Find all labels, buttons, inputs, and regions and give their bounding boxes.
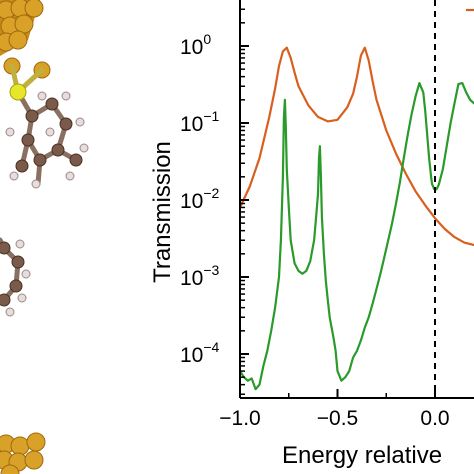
series-line-2	[240, 82, 474, 391]
y-tick-label: 10−2	[180, 185, 220, 213]
y-tick-exponent: −3	[203, 262, 219, 278]
hydrogen-atom	[37, 91, 47, 101]
x-tick-label: −1.0	[219, 407, 260, 430]
carbon-atom	[59, 117, 73, 131]
x-tick-label: −0.5	[317, 407, 358, 430]
gold-atom	[24, 0, 44, 18]
carbon-atom	[51, 143, 65, 157]
hydrogen-atom	[5, 307, 15, 317]
carbon-atom	[21, 133, 35, 147]
hydrogen-atom	[9, 171, 19, 181]
carbon-atom	[9, 279, 23, 293]
hydrogen-atom	[61, 91, 71, 101]
y-tick-labels: 10−4 10−3 10−2 10−1 100	[180, 31, 220, 367]
carbon-atom	[25, 109, 39, 123]
series-layer	[240, 46, 474, 391]
y-tick-exponent: 0	[203, 31, 211, 47]
y-tick-exponent: −1	[203, 108, 219, 124]
hydrogen-atom	[15, 239, 25, 249]
hydrogen-atom	[65, 171, 75, 181]
carbon-atom	[11, 255, 25, 269]
axes	[239, 0, 474, 399]
hydrogen-atom	[17, 293, 27, 303]
hydrogen-atom	[5, 127, 15, 137]
hydrogen-atom	[75, 117, 85, 127]
carbon-atom	[0, 293, 11, 307]
gold-atom	[10, 436, 30, 456]
hydrogen-atom	[79, 143, 89, 153]
gold-atom	[8, 30, 28, 50]
carbon-atom	[69, 153, 83, 167]
x-axis-label: Energy relative	[282, 442, 442, 469]
y-axis-label: Transmission	[149, 141, 176, 283]
carbon-atom	[15, 159, 29, 173]
y-tick-exponent: −4	[203, 339, 219, 355]
series-line-1	[240, 46, 474, 247]
carbon-atom	[45, 97, 59, 111]
y-tick-label: 10−4	[180, 339, 220, 367]
plot-area: 10−4 10−3 10−2 10−1 100 −1.0 −0.5 0.0 Transmis…	[149, 0, 474, 469]
carbon-atom	[0, 241, 11, 255]
hydrogen-atom	[45, 127, 55, 137]
y-tick-exponent: −2	[203, 185, 219, 201]
y-tick-label: 10−3	[180, 262, 220, 290]
carbon-atom	[33, 153, 47, 167]
y-tick-label: 10−1	[180, 108, 220, 136]
sulfur-atom	[9, 83, 27, 101]
gold-atom	[24, 450, 44, 470]
molecule-illustration	[0, 0, 89, 474]
gold-atom	[0, 464, 20, 474]
x-tick-label: 0.0	[420, 407, 449, 430]
x-tick-labels: −1.0 −0.5 0.0	[219, 407, 449, 430]
y-tick-label: 100	[180, 31, 211, 59]
gold-atom	[26, 432, 46, 452]
hydrogen-atom	[21, 269, 31, 279]
gold-atom	[14, 14, 34, 34]
hydrogen-atom	[31, 179, 41, 189]
